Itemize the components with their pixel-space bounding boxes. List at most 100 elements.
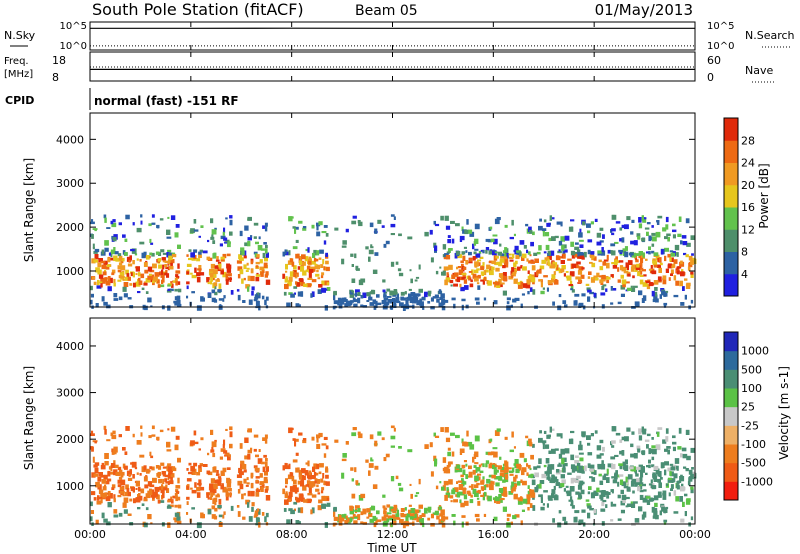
velocity-echo-cell bbox=[637, 486, 641, 492]
power-echo-cell bbox=[150, 305, 153, 308]
power-echo-cell bbox=[256, 254, 260, 258]
velocity-echo-cell bbox=[626, 427, 631, 432]
power-echo-cell bbox=[573, 300, 578, 306]
velocity-echo-cell bbox=[479, 470, 484, 473]
velocity-echo-cell bbox=[530, 454, 534, 460]
velocity-echo-cell bbox=[529, 503, 533, 508]
velocity-echo-cell bbox=[485, 463, 488, 468]
velocity-echo-cell bbox=[383, 457, 387, 462]
power-echo-cell bbox=[317, 277, 321, 280]
velocity-echo-cell bbox=[223, 511, 226, 515]
power-echo-cell bbox=[520, 265, 523, 269]
power-echo-cell bbox=[577, 270, 583, 275]
velocity-echo-cell bbox=[569, 486, 575, 492]
time-tick-label: 00:00 bbox=[74, 528, 106, 541]
power-echo-cell bbox=[611, 214, 617, 220]
power-echo-cell bbox=[199, 272, 205, 276]
power-echo-cell bbox=[512, 253, 515, 259]
power-echo-cell bbox=[457, 254, 463, 259]
power-echo-cell bbox=[655, 231, 661, 238]
velocity-echo-cell bbox=[151, 466, 155, 471]
power-echo-cell bbox=[240, 247, 245, 252]
velocity-echo-cell bbox=[690, 473, 694, 480]
power-echo-cell bbox=[521, 253, 527, 259]
velocity-echo-cell bbox=[527, 464, 531, 469]
velocity-echo-cell bbox=[289, 472, 294, 477]
velocity-echo-cell bbox=[123, 509, 128, 514]
velocity-echo-cell bbox=[658, 471, 662, 477]
velocity-echo-cell bbox=[472, 488, 477, 495]
velocity-echo-cell bbox=[480, 480, 485, 485]
velocity-echo-cell bbox=[104, 453, 109, 459]
power-echo-cell bbox=[416, 300, 421, 306]
power-echo-cell bbox=[482, 281, 485, 285]
velocity-echo-cell bbox=[571, 477, 577, 483]
velocity-echo-cell bbox=[227, 488, 232, 492]
velocity-echo-cell bbox=[655, 444, 661, 451]
power-echo-cell bbox=[321, 231, 327, 234]
velocity-echo-cell bbox=[239, 471, 244, 476]
velocity-colorbar-tick: -25 bbox=[741, 419, 759, 432]
power-echo-cell bbox=[575, 276, 580, 280]
power-echo-cell bbox=[224, 241, 228, 244]
velocity-echo-cell bbox=[147, 481, 153, 487]
power-echo-cell bbox=[177, 281, 181, 285]
velocity-echo-cell bbox=[217, 476, 222, 479]
velocity-echo-cell bbox=[414, 494, 418, 497]
power-echo-cell bbox=[516, 250, 521, 253]
power-echo-cell bbox=[550, 250, 555, 256]
power-echo-cell bbox=[442, 244, 447, 250]
velocity-echo-cell bbox=[498, 488, 504, 493]
power-echo-cell bbox=[550, 263, 556, 269]
power-echo-cell bbox=[427, 301, 431, 304]
velocity-echo-cell bbox=[617, 481, 620, 487]
velocity-echo-cell bbox=[427, 517, 431, 521]
velocity-echo-cell bbox=[174, 512, 180, 517]
power-echo-cell bbox=[463, 279, 468, 284]
velocity-echo-cell bbox=[548, 476, 551, 481]
power-echo-cell bbox=[543, 219, 547, 223]
velocity-echo-cell bbox=[459, 499, 462, 504]
velocity-echo-cell bbox=[527, 507, 530, 511]
velocity-echo-cell bbox=[650, 485, 654, 489]
velocity-echo-cell bbox=[480, 494, 485, 497]
power-echo-cell bbox=[309, 269, 314, 273]
power-echo-cell bbox=[498, 278, 502, 284]
velocity-echo-cell bbox=[410, 510, 415, 514]
velocity-echo-cell bbox=[177, 520, 182, 525]
power-echo-cell bbox=[225, 279, 229, 285]
power-echo-cell bbox=[387, 298, 392, 303]
power-echo-cell bbox=[175, 270, 181, 274]
power-echo-cell bbox=[254, 294, 259, 300]
velocity-echo-cell bbox=[603, 491, 609, 496]
velocity-echo-cell bbox=[652, 475, 658, 480]
power-echo-cell bbox=[93, 259, 99, 263]
power-echo-cell bbox=[294, 226, 299, 230]
velocity-echo-cell bbox=[321, 495, 325, 501]
power-echo-cell bbox=[227, 273, 232, 277]
power-echo-cell bbox=[136, 258, 139, 261]
power-echo-cell bbox=[128, 259, 131, 263]
velocity-echo-cell bbox=[207, 497, 210, 500]
velocity-echo-cell bbox=[220, 473, 225, 476]
velocity-echo-cell bbox=[338, 520, 343, 526]
power-echo-cell bbox=[456, 266, 459, 270]
velocity-echo-cell bbox=[566, 490, 572, 497]
power-echo-cell bbox=[306, 283, 312, 288]
velocity-echo-cell bbox=[472, 469, 476, 475]
power-echo-cell bbox=[164, 263, 168, 268]
velocity-echo-cell bbox=[580, 489, 585, 495]
power-echo-cell bbox=[396, 293, 399, 299]
velocity-echo-cell bbox=[545, 444, 550, 449]
velocity-echo-cell bbox=[353, 516, 358, 519]
power-echo-cell bbox=[654, 287, 658, 291]
power-echo-cell bbox=[159, 284, 165, 288]
velocity-echo-cell bbox=[113, 498, 116, 503]
velocity-echo-cell bbox=[562, 516, 567, 521]
power-echo-cell bbox=[397, 268, 402, 272]
power-echo-cell bbox=[540, 282, 543, 288]
power-echo-cell bbox=[190, 228, 195, 234]
freq-unit: [MHz] bbox=[4, 69, 33, 80]
power-echo-cell bbox=[625, 262, 628, 268]
power-echo-cell bbox=[111, 272, 115, 276]
